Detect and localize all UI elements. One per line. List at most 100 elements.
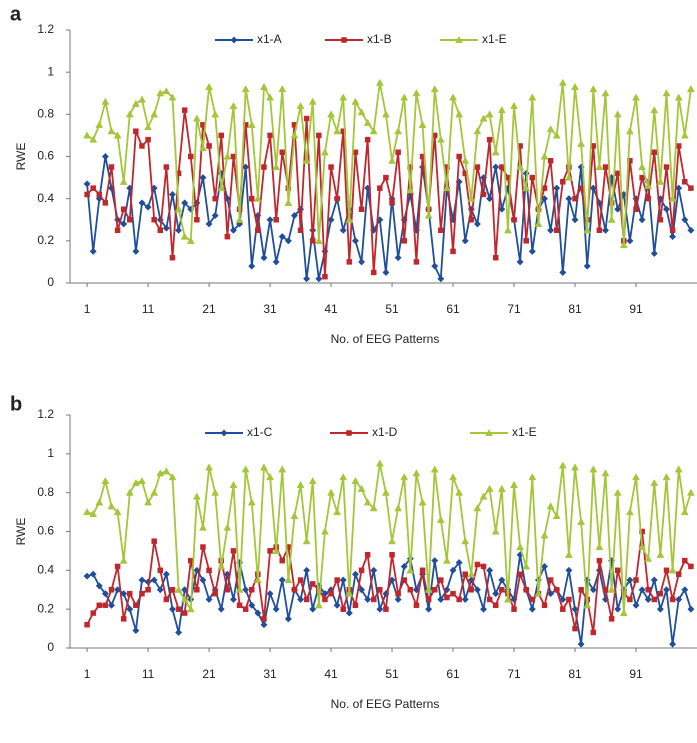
marker bbox=[546, 125, 555, 133]
marker bbox=[229, 226, 238, 234]
marker bbox=[669, 227, 676, 234]
panel-label: a bbox=[10, 3, 22, 25]
marker bbox=[632, 473, 640, 481]
marker bbox=[162, 87, 171, 95]
y-axis-title: RWE bbox=[14, 518, 28, 546]
marker bbox=[657, 590, 664, 597]
marker bbox=[199, 144, 207, 152]
marker bbox=[614, 170, 621, 177]
marker bbox=[479, 605, 488, 613]
marker bbox=[540, 152, 549, 160]
marker bbox=[497, 484, 506, 492]
x-axis-title: No. of EEG Patterns bbox=[331, 332, 440, 346]
marker bbox=[498, 576, 506, 584]
x-tick-label: 11 bbox=[142, 667, 155, 681]
x-tick-label: 91 bbox=[629, 667, 643, 681]
marker bbox=[461, 537, 470, 545]
marker bbox=[168, 605, 177, 613]
marker bbox=[424, 585, 433, 593]
marker bbox=[468, 217, 475, 223]
marker bbox=[455, 110, 464, 118]
marker bbox=[541, 602, 548, 609]
marker bbox=[614, 205, 622, 213]
marker bbox=[480, 191, 487, 198]
marker bbox=[169, 587, 176, 593]
y-tick-label: 0.2 bbox=[37, 601, 54, 615]
marker bbox=[180, 595, 189, 603]
marker bbox=[651, 149, 658, 156]
y-tick-label: 0.8 bbox=[37, 107, 54, 121]
legend-label: x1-D bbox=[372, 425, 398, 439]
marker bbox=[247, 120, 256, 128]
marker bbox=[339, 576, 347, 584]
marker bbox=[351, 477, 360, 485]
marker bbox=[162, 570, 170, 578]
marker bbox=[102, 200, 109, 206]
marker bbox=[315, 275, 323, 283]
marker bbox=[235, 215, 244, 223]
marker bbox=[461, 595, 469, 604]
marker bbox=[83, 508, 92, 516]
marker bbox=[333, 508, 342, 516]
marker bbox=[680, 508, 689, 516]
marker bbox=[346, 259, 353, 265]
marker bbox=[517, 571, 523, 577]
x-tick-label: 71 bbox=[507, 667, 521, 681]
marker bbox=[125, 110, 134, 118]
marker bbox=[145, 587, 151, 593]
marker bbox=[583, 226, 592, 234]
marker bbox=[407, 164, 414, 170]
marker bbox=[552, 511, 561, 520]
marker bbox=[236, 602, 243, 609]
marker bbox=[284, 576, 293, 584]
marker bbox=[120, 206, 127, 212]
marker bbox=[358, 206, 365, 212]
marker bbox=[364, 552, 371, 558]
marker bbox=[114, 227, 121, 234]
marker bbox=[687, 605, 695, 613]
marker bbox=[229, 101, 238, 109]
marker bbox=[461, 237, 469, 245]
marker bbox=[199, 576, 207, 584]
marker bbox=[657, 217, 664, 223]
marker bbox=[401, 238, 407, 244]
marker bbox=[456, 596, 462, 603]
marker bbox=[613, 488, 622, 496]
marker bbox=[467, 194, 476, 202]
marker bbox=[577, 139, 586, 147]
marker bbox=[601, 226, 610, 234]
marker bbox=[650, 249, 658, 258]
marker bbox=[571, 605, 579, 613]
marker bbox=[601, 469, 610, 477]
marker bbox=[297, 227, 304, 234]
marker bbox=[430, 85, 439, 93]
marker bbox=[412, 469, 421, 477]
marker bbox=[638, 586, 646, 594]
marker bbox=[206, 143, 212, 149]
marker bbox=[309, 605, 317, 613]
marker bbox=[205, 220, 213, 228]
marker bbox=[431, 557, 439, 565]
marker bbox=[345, 215, 354, 223]
marker bbox=[418, 498, 427, 506]
marker bbox=[382, 110, 390, 118]
marker bbox=[560, 606, 566, 612]
marker bbox=[510, 101, 518, 109]
marker bbox=[139, 590, 145, 597]
marker bbox=[156, 586, 164, 594]
marker bbox=[322, 273, 328, 280]
marker bbox=[186, 236, 195, 244]
marker bbox=[406, 566, 415, 574]
marker bbox=[522, 562, 531, 570]
marker bbox=[113, 508, 122, 516]
y-tick-label: 0 bbox=[47, 275, 54, 289]
marker bbox=[553, 227, 560, 234]
marker bbox=[681, 216, 689, 224]
marker bbox=[596, 227, 603, 234]
marker bbox=[492, 602, 499, 609]
marker bbox=[101, 590, 109, 598]
marker bbox=[230, 153, 237, 160]
marker bbox=[644, 182, 653, 190]
marker bbox=[644, 595, 652, 604]
marker bbox=[577, 517, 586, 525]
